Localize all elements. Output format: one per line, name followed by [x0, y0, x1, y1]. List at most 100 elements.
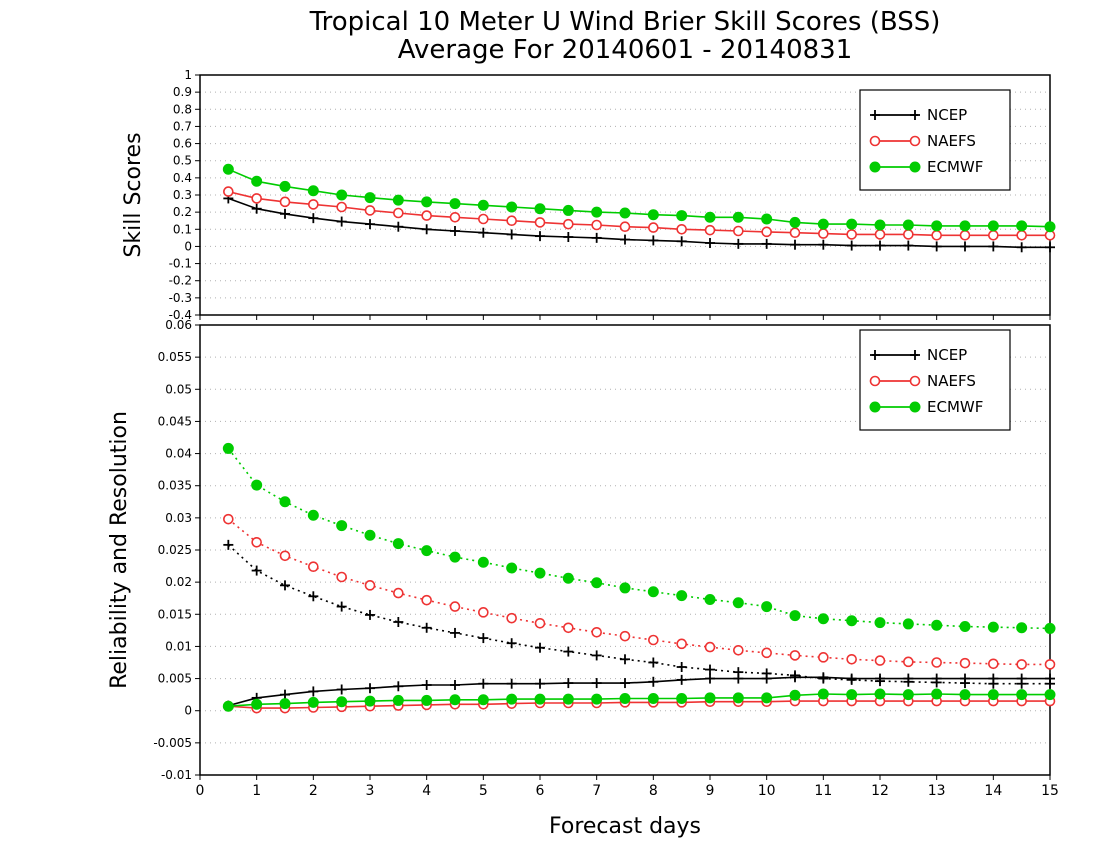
data-point	[251, 193, 262, 204]
data-point	[902, 618, 914, 630]
data-point	[1016, 220, 1028, 232]
data-point	[875, 240, 885, 251]
data-point	[308, 199, 319, 210]
data-point	[903, 229, 914, 240]
data-point	[874, 655, 886, 666]
data-point	[421, 680, 432, 690]
x-tick-label: 10	[758, 783, 776, 799]
legend-marker	[910, 350, 920, 360]
data-point	[676, 236, 687, 247]
y-tick-label: -0.1	[169, 257, 192, 271]
data-point	[959, 621, 971, 632]
legend-label: NAEFS	[927, 132, 976, 150]
series-naefs-resolution	[223, 513, 1056, 670]
y-tick-label: -0.3	[169, 291, 192, 305]
data-point	[846, 674, 857, 685]
data-point	[393, 587, 404, 599]
x-tick-label: 7	[592, 783, 601, 799]
y-tick-label: 0.3	[173, 188, 192, 202]
legend: NCEP NAEFS ECMWF	[859, 329, 1011, 431]
data-point	[817, 688, 829, 700]
data-point	[534, 217, 546, 228]
data-point	[477, 556, 489, 568]
data-point	[959, 657, 971, 669]
data-point	[477, 694, 489, 706]
y-tick-label: 1	[184, 68, 192, 82]
data-point	[647, 209, 659, 221]
data-point	[280, 208, 290, 219]
legend-label: ECMWF	[927, 398, 983, 416]
data-point	[705, 238, 715, 248]
data-point	[704, 641, 716, 653]
x-tick-label: 9	[706, 783, 715, 799]
data-point	[562, 693, 574, 705]
data-point	[222, 163, 234, 175]
data-point	[506, 612, 517, 624]
data-point	[733, 667, 744, 678]
data-point	[307, 185, 319, 197]
skill-scores-panel: -0.4 -0.3 -0.2 -0.1 0 0.1 0.2 0.3 0.4 0.5 0.6 0.7 0.…	[169, 68, 1056, 322]
data-point	[421, 694, 433, 706]
data-point	[676, 674, 687, 685]
y-tick-label: 0.025	[158, 543, 192, 557]
data-point	[534, 617, 546, 629]
data-point	[477, 199, 489, 211]
data-point	[903, 656, 914, 668]
data-point	[987, 220, 999, 232]
x-tick-label: 2	[309, 783, 318, 799]
data-point	[364, 192, 376, 204]
data-point	[280, 689, 290, 700]
data-point	[1044, 622, 1056, 634]
data-point	[817, 218, 829, 230]
data-point	[1016, 229, 1027, 241]
legend-marker	[869, 401, 881, 413]
y-tick-label: 0.04	[165, 447, 192, 461]
data-point	[1016, 678, 1027, 689]
data-point	[478, 227, 489, 238]
data-point	[562, 204, 574, 216]
data-point	[732, 597, 744, 609]
data-point	[789, 216, 801, 228]
data-point	[789, 689, 801, 701]
data-point	[364, 695, 376, 707]
data-point	[931, 229, 942, 241]
data-point	[506, 562, 518, 574]
data-point	[563, 232, 574, 242]
legend-label: NCEP	[927, 346, 967, 364]
legend-item-naefs: NAEFS	[869, 132, 976, 150]
data-point	[506, 201, 518, 213]
data-point	[450, 680, 460, 690]
data-point	[506, 693, 518, 705]
data-point	[591, 693, 603, 705]
data-point	[733, 225, 744, 237]
legend-marker	[909, 401, 921, 413]
data-point	[705, 664, 715, 675]
data-point	[280, 580, 290, 591]
data-point	[761, 238, 772, 249]
data-point	[449, 694, 461, 706]
data-point	[931, 619, 943, 631]
data-point	[251, 479, 263, 491]
data-point	[903, 240, 914, 251]
data-point	[647, 586, 659, 598]
data-point	[676, 590, 688, 602]
data-point	[1016, 689, 1028, 701]
legend-marker	[870, 350, 880, 360]
data-point	[365, 219, 375, 230]
data-point	[279, 196, 291, 208]
data-point	[704, 692, 716, 704]
data-point	[846, 229, 857, 240]
data-point	[676, 662, 687, 672]
data-point	[704, 224, 716, 236]
data-point	[336, 601, 347, 612]
data-point	[988, 658, 999, 670]
data-point	[1016, 242, 1027, 253]
data-point	[279, 180, 291, 192]
data-point	[478, 633, 489, 644]
data-point	[535, 678, 545, 689]
data-point	[421, 545, 433, 557]
series-ecmwf	[222, 163, 1056, 233]
data-point	[506, 638, 517, 649]
data-point	[676, 210, 688, 222]
